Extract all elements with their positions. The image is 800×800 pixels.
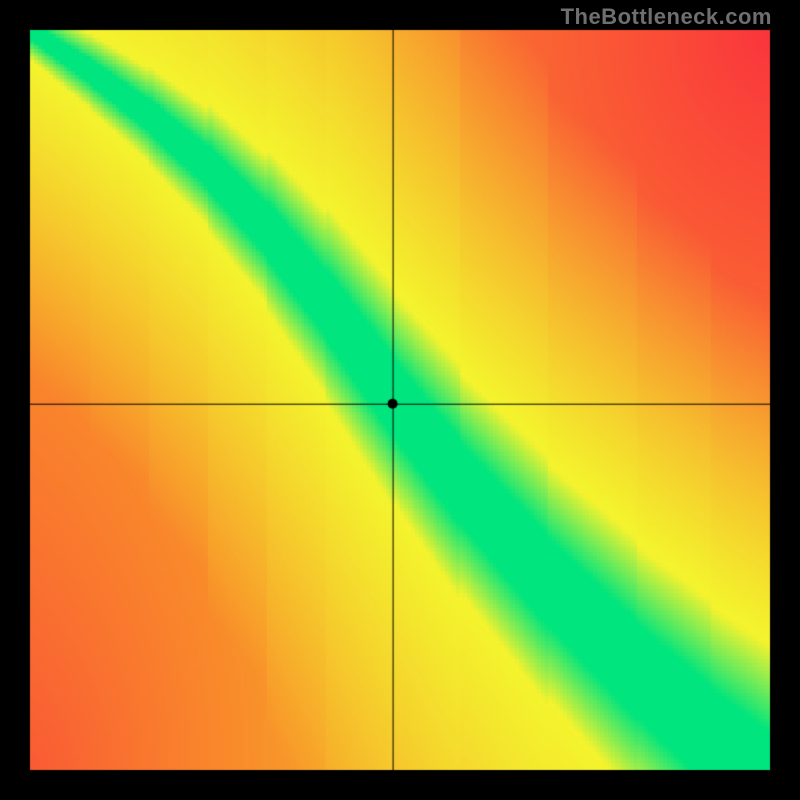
bottleneck-heatmap bbox=[0, 0, 800, 800]
chart-frame: { "watermark": { "text": "TheBottleneck.… bbox=[0, 0, 800, 800]
watermark-text: TheBottleneck.com bbox=[561, 4, 772, 30]
